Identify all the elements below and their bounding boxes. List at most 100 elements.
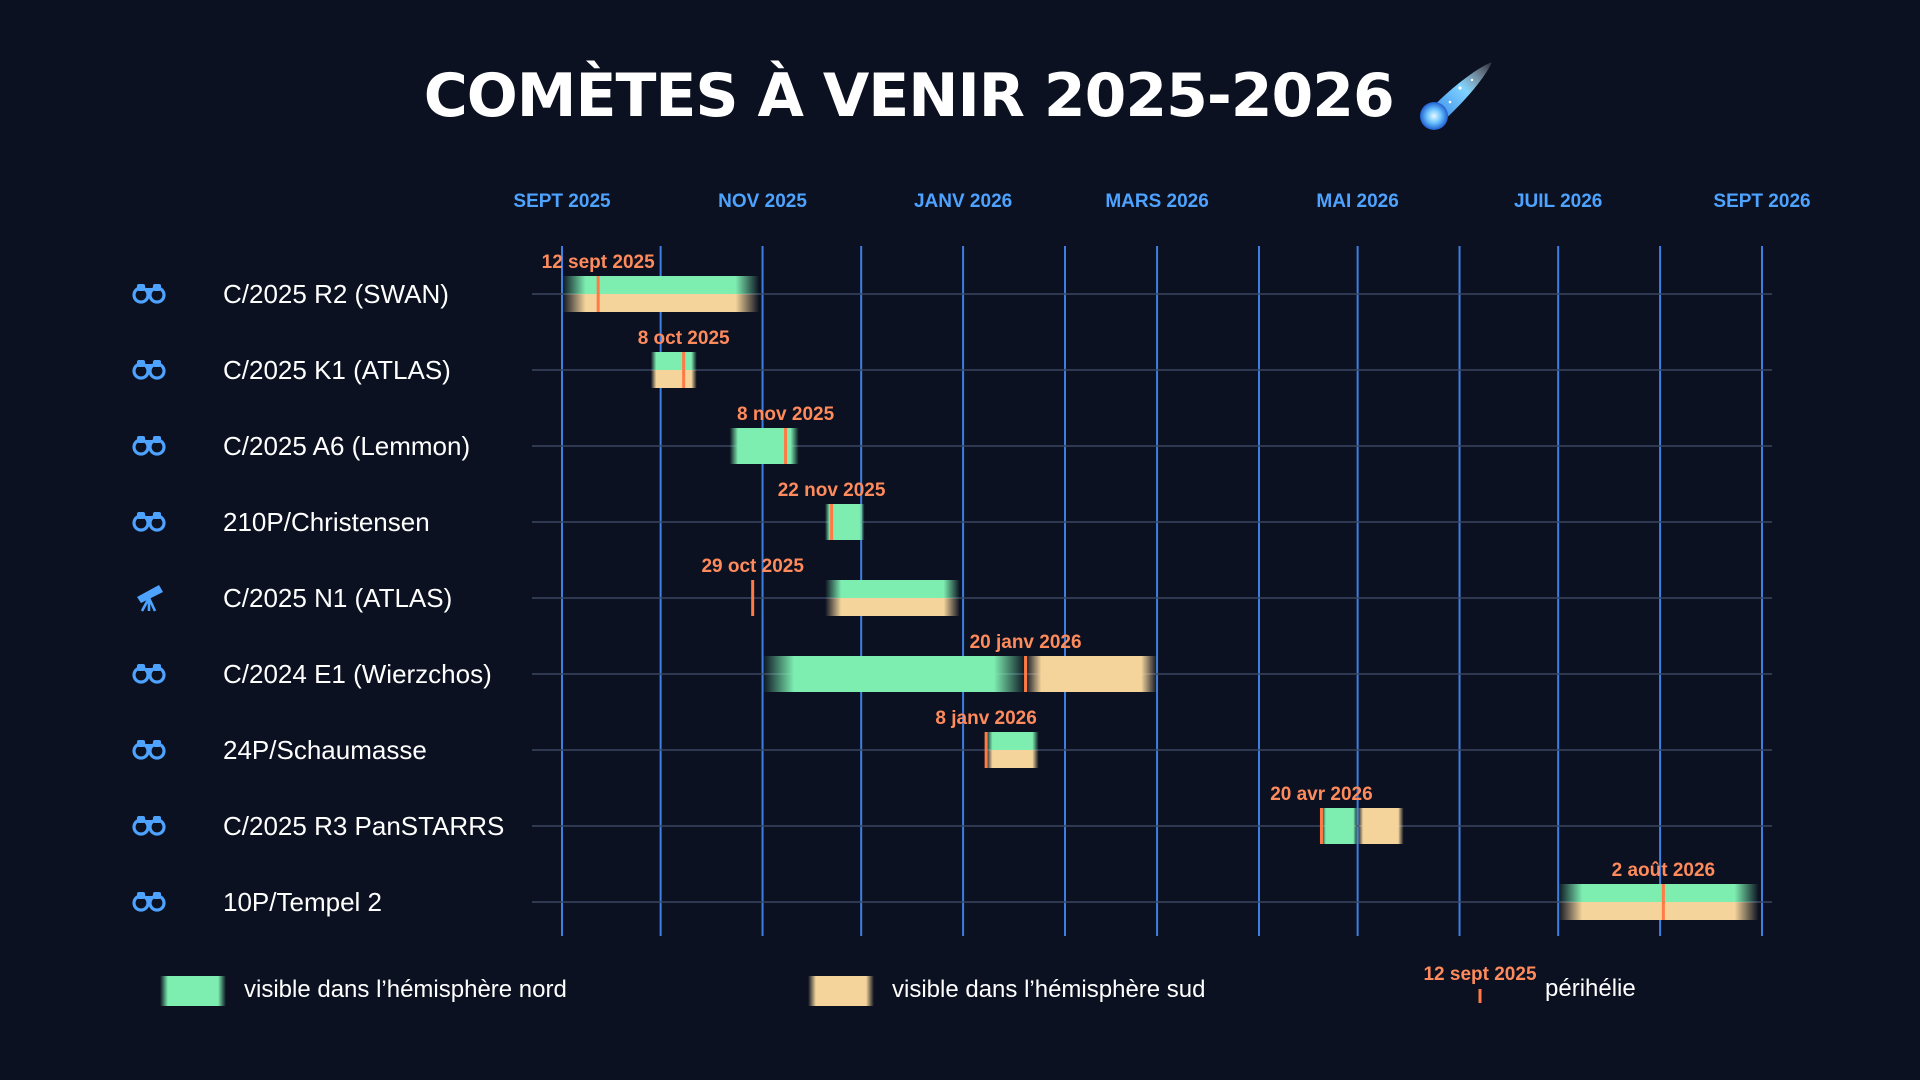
binoculars-body [137, 436, 145, 443]
bar-north [1558, 884, 1759, 902]
perihelion-marker [596, 276, 600, 312]
binoculars-body [137, 360, 145, 367]
binoculars-bridge [146, 364, 152, 369]
bar-north [562, 276, 760, 294]
visibility-bars: 12 sept 2025 8 oct 2025 8 nov 2025 22 nov 2… [542, 252, 1759, 920]
comet-name: C/2024 E1 (Wierzchos) [223, 659, 492, 689]
perihelion-marker [1319, 808, 1323, 844]
x-tick-label: NOV 2025 [718, 191, 807, 212]
binoculars-body [153, 284, 161, 291]
perihelion-label: 20 janv 2026 [970, 632, 1082, 653]
binoculars-body [137, 816, 145, 823]
binoculars-bridge [146, 820, 152, 825]
telescope-tube [137, 585, 163, 603]
comet-name: 10P/Tempel 2 [223, 887, 382, 917]
x-tick-label: SEPT 2025 [513, 191, 611, 212]
bar-north [762, 656, 1026, 692]
gridlines [561, 246, 1763, 936]
comet-names: C/2025 R2 (SWAN) C/2025 K1 (ATLAS) C/2025 … [132, 279, 504, 917]
binoculars-bridge [146, 288, 152, 293]
perihelion-label: 29 oct 2025 [701, 556, 804, 577]
legend-south-swatch [808, 976, 874, 1006]
perihelion-label: 20 avr 2026 [1270, 784, 1373, 805]
binoculars-icon [132, 816, 166, 836]
legend-north-label: visible dans l’hémisphère nord [244, 976, 567, 1003]
perihelion-label: 8 janv 2026 [935, 708, 1036, 729]
binoculars-icon [132, 284, 166, 304]
bar-south [825, 598, 960, 616]
perihelion-label: 8 nov 2025 [737, 404, 835, 425]
x-tick-label: SEPT 2026 [1713, 191, 1810, 212]
legend-perihelion-example: 12 sept 2025 [1423, 964, 1536, 985]
comet-icon [1420, 62, 1493, 130]
binoculars-body [153, 740, 161, 747]
binoculars-body [153, 436, 161, 443]
binoculars-bridge [146, 440, 152, 445]
perihelion-label: 12 sept 2025 [542, 252, 655, 273]
x-tick-label: MARS 2026 [1105, 191, 1209, 212]
binoculars-bridge [146, 744, 152, 749]
binoculars-body [137, 664, 145, 671]
binoculars-icon [132, 892, 166, 912]
binoculars-body [137, 284, 145, 291]
binoculars-body [153, 892, 161, 899]
binoculars-bridge [146, 668, 152, 673]
perihelion-marker [751, 580, 755, 616]
binoculars-body [153, 664, 161, 671]
binoculars-icon [132, 436, 166, 456]
bar-south [1558, 902, 1759, 920]
binoculars-body [137, 892, 145, 899]
binoculars-bridge [146, 896, 152, 901]
telescope-icon [137, 585, 163, 612]
bar-north [825, 580, 960, 598]
perihelion-marker [682, 352, 686, 388]
binoculars-body [153, 360, 161, 367]
bar-south [562, 294, 760, 312]
bar-north [650, 352, 697, 370]
perihelion-label: 22 nov 2025 [778, 480, 886, 501]
x-tick-label: MAI 2026 [1316, 191, 1398, 212]
bar-south [650, 370, 697, 388]
comet-name: C/2025 R3 PanSTARRS [223, 811, 504, 841]
bar-north [986, 732, 1039, 750]
comet-name: C/2025 A6 (Lemmon) [223, 431, 470, 461]
legend-south-label: visible dans l’hémisphère sud [892, 976, 1206, 1003]
binoculars-icon [132, 512, 166, 532]
legend-north-swatch [160, 976, 226, 1006]
binoculars-icon [132, 664, 166, 684]
legend-perihelion-label: périhélie [1545, 975, 1636, 1002]
perihelion-label: 2 août 2026 [1612, 860, 1716, 881]
perihelion-marker [1024, 656, 1028, 692]
bar-north [729, 428, 799, 464]
legend: visible dans l’hémisphère nord visible d… [160, 964, 1636, 1006]
binoculars-body [153, 512, 161, 519]
bar-south [1357, 808, 1404, 844]
bar-south [986, 750, 1039, 768]
perihelion-marker [1661, 884, 1665, 920]
x-tick-label: JUIL 2026 [1514, 191, 1602, 212]
bar-south [1025, 656, 1158, 692]
perihelion-label: 8 oct 2025 [638, 328, 730, 349]
legend-perihelion-marker [1478, 989, 1482, 1003]
row-lines [532, 293, 1772, 903]
perihelion-marker [784, 428, 788, 464]
binoculars-bridge [146, 516, 152, 521]
comet-name: C/2025 R2 (SWAN) [223, 279, 449, 309]
binoculars-body [137, 740, 145, 747]
x-tick-label: JANV 2026 [914, 191, 1012, 212]
perihelion-marker [830, 504, 834, 540]
binoculars-body [153, 816, 161, 823]
comet-name: 210P/Christensen [223, 507, 430, 537]
x-axis-labels: SEPT 2025 NOV 2025 JANV 2026 MARS 2026 MAI 2… [513, 191, 1810, 212]
chart-title: COMÈTES À VENIR 2025-2026 [423, 61, 1395, 131]
binoculars-body [137, 512, 145, 519]
comet-name: C/2025 N1 (ATLAS) [223, 583, 452, 613]
comet-name: C/2025 K1 (ATLAS) [223, 355, 451, 385]
binoculars-icon [132, 740, 166, 760]
bar-north [1321, 808, 1358, 844]
comet-name: 24P/Schaumasse [223, 735, 427, 765]
perihelion-marker [984, 732, 988, 768]
title-bar: COMÈTES À VENIR 2025-2026 [0, 58, 1920, 134]
binoculars-icon [132, 360, 166, 380]
